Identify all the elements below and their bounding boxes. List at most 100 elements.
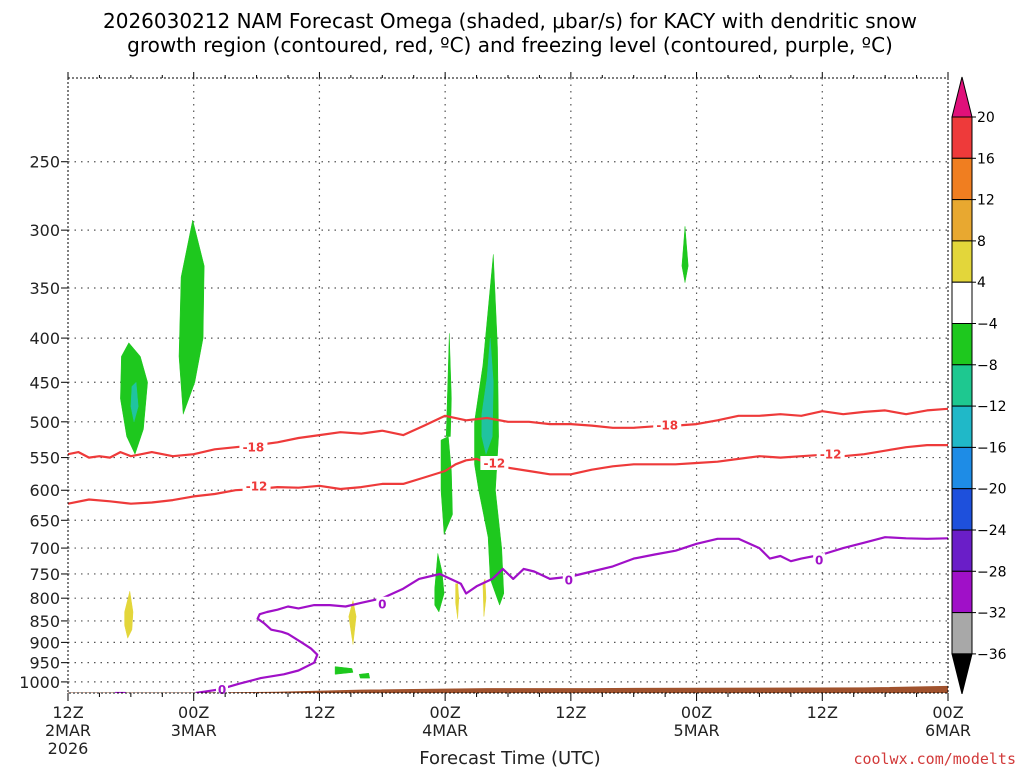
y-tick-label: 1000: [19, 673, 60, 692]
y-tick-label: 950: [29, 654, 60, 673]
x-tick-label: 00Z: [429, 703, 460, 722]
omega-region: [482, 578, 487, 617]
y-tick-label: 650: [29, 511, 60, 530]
contour-label: -18: [656, 418, 678, 432]
colorbar-bin: [951, 199, 973, 242]
colorbar-bin: [951, 281, 973, 325]
x-tick-label: 00Z: [178, 703, 209, 722]
y-tick-label: 900: [29, 633, 60, 652]
contour-label-bg: [242, 478, 271, 493]
contour-label-bg: [480, 456, 509, 471]
y-tick-label: 300: [29, 221, 60, 240]
contour-labels: -18 -18 -12 -12 -12 0 0 0 0: [216, 417, 845, 697]
terrain: [68, 685, 948, 693]
contour-line: [195, 536, 948, 693]
y-axis: 250 300 350 400 450 500 550 600 650 700 750 800 850 9…: [19, 153, 68, 692]
contour-label: 0: [565, 573, 573, 587]
colorbar-label: −16: [977, 440, 1007, 456]
colorbar-top-arrow: [951, 76, 973, 118]
colorbar: 20 16 12 8 4 −4 −8 −12 −16 −20 −24 −28 −32 −36: [951, 76, 1007, 695]
x-tick-label: 2026: [48, 739, 89, 758]
contour-label-bg: [239, 440, 268, 455]
colorbar-bin: [951, 157, 973, 201]
colorbar-label: −4: [977, 317, 998, 333]
colorbar-bottom-arrow: [951, 653, 973, 695]
colorbar-label: −20: [977, 482, 1007, 498]
x-tick-label: 00Z: [681, 703, 712, 722]
x-tick-label: 00Z: [932, 703, 963, 722]
colorbar-label: −28: [977, 564, 1007, 580]
x-tick-label: 5MAR: [674, 721, 720, 740]
colorbar-bin: [951, 364, 973, 407]
colorbar-label: −8: [977, 358, 998, 374]
terrain-fill: [68, 685, 948, 693]
x-tick-label: 12Z: [52, 703, 83, 722]
contour-label: 0: [815, 554, 823, 568]
omega-region: [358, 672, 371, 679]
x-tick-label: 4MAR: [422, 721, 468, 740]
colorbar-bin: [951, 405, 973, 448]
y-tick-label: 400: [29, 329, 60, 348]
contour-label-bg: [813, 553, 826, 568]
x-tick-label: 12Z: [807, 703, 838, 722]
omega-region: [481, 338, 494, 456]
contour-label: -12: [820, 448, 842, 462]
colorbar-bin: [951, 570, 973, 614]
x-tick-label: 12Z: [555, 703, 586, 722]
omega-region: [681, 226, 689, 283]
omega-region: [124, 591, 134, 639]
colorbar-bin: [951, 488, 973, 531]
x-tick-label: 6MAR: [925, 721, 971, 740]
x-axis-title: Forecast Time (UTC): [419, 748, 600, 768]
contour-label-bg: [816, 447, 845, 462]
x-tick-label: 3MAR: [171, 721, 217, 740]
omega-region: [130, 381, 139, 422]
y-tick-label: 550: [29, 449, 60, 468]
y-tick-label: 250: [29, 153, 60, 172]
omega-region: [334, 666, 354, 675]
colorbar-label: −24: [977, 523, 1007, 539]
colorbar-bin: [951, 240, 973, 283]
contour-label-bg: [376, 596, 389, 611]
contour-label: 0: [218, 683, 226, 697]
colorbar-label: 20: [977, 110, 995, 126]
omega-shading: [120, 219, 689, 679]
y-tick-label: 750: [29, 565, 60, 584]
y-tick-label: 800: [29, 589, 60, 608]
contour-label: 0: [378, 597, 386, 611]
chart-title-line-1: 2026030212 NAM Forecast Omega (shaded, μ…: [103, 9, 917, 33]
y-tick-label: 850: [29, 612, 60, 631]
contour-line: [68, 407, 948, 459]
colorbar-label: 8: [977, 234, 986, 250]
colorbar-label: 4: [977, 275, 986, 291]
contour-label-bg: [653, 417, 682, 432]
y-tick-label: 600: [29, 481, 60, 500]
y-tick-label: 350: [29, 279, 60, 298]
omega-region: [455, 583, 460, 619]
contour-label: -12: [484, 457, 506, 471]
y-tick-label: 700: [29, 539, 60, 558]
omega-region: [434, 553, 445, 613]
colorbar-bin: [951, 446, 973, 490]
x-tick-label: 12Z: [304, 703, 335, 722]
contour-label-bg: [562, 572, 575, 587]
colorbar-label: −12: [977, 399, 1007, 415]
y-tick-label: 450: [29, 373, 60, 392]
colorbar-label: 12: [977, 193, 995, 209]
colorbar-bin: [951, 529, 973, 572]
colorbar-bin: [951, 323, 973, 366]
colorbar-bin: [951, 116, 973, 159]
plot-area: [68, 78, 948, 693]
site-credit: coolwx.com/modelts: [853, 750, 1016, 768]
contour-label: -18: [243, 441, 265, 455]
colorbar-bin: [951, 612, 973, 655]
colorbar-label: 16: [977, 151, 995, 167]
chart-title-line-2: growth region (contoured, red, ºC) and f…: [127, 33, 893, 57]
omega-region: [445, 333, 452, 437]
x-tick-label: 2MAR: [45, 721, 91, 740]
colorbar-label: −32: [977, 606, 1007, 622]
y-tick-label: 500: [29, 413, 60, 432]
omega-region: [178, 219, 205, 415]
